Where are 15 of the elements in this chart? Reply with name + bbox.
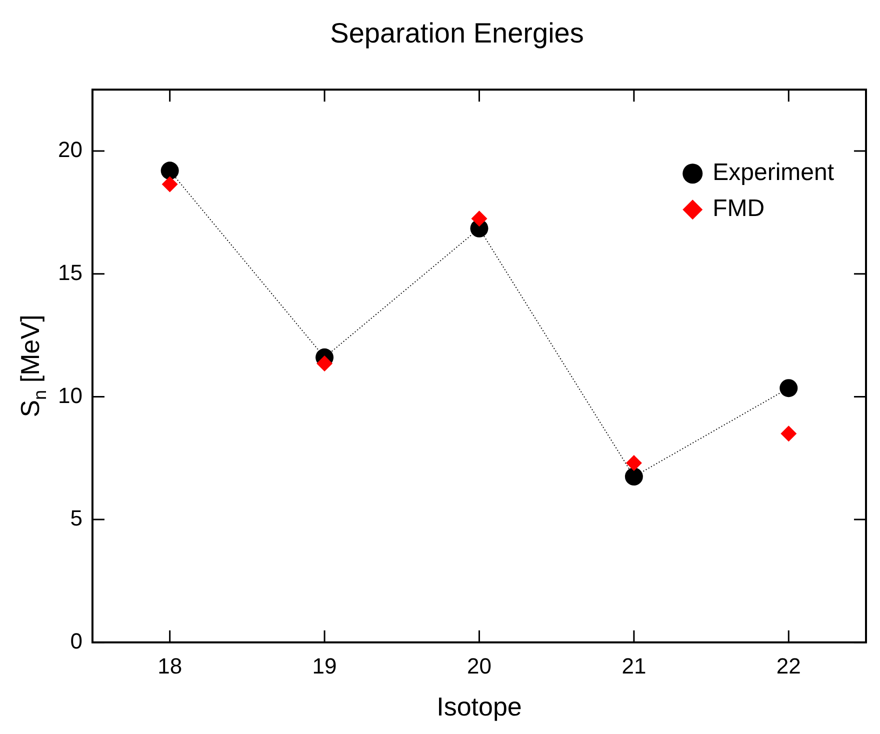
x-tick-label: 20 [466, 654, 492, 679]
x-tick-label: 19 [312, 654, 337, 679]
x-tick-label: 22 [776, 654, 801, 679]
y-tick-label: 0 [70, 628, 82, 654]
legend-label: FMD [712, 195, 765, 222]
y-tick-label: 10 [58, 382, 82, 408]
x-axis-title: Isotope [436, 692, 522, 722]
chart-title: Separation Energies [330, 18, 584, 49]
y-axis-title: Sn [MeV] [15, 314, 50, 418]
legend-label: Experiment [712, 159, 834, 186]
y-tick-label: 20 [58, 137, 82, 162]
y-tick-label: 5 [70, 506, 82, 531]
x-tick-label: 21 [622, 654, 646, 679]
y-tick-label: 15 [58, 260, 82, 285]
x-tick-label: 18 [158, 654, 182, 679]
